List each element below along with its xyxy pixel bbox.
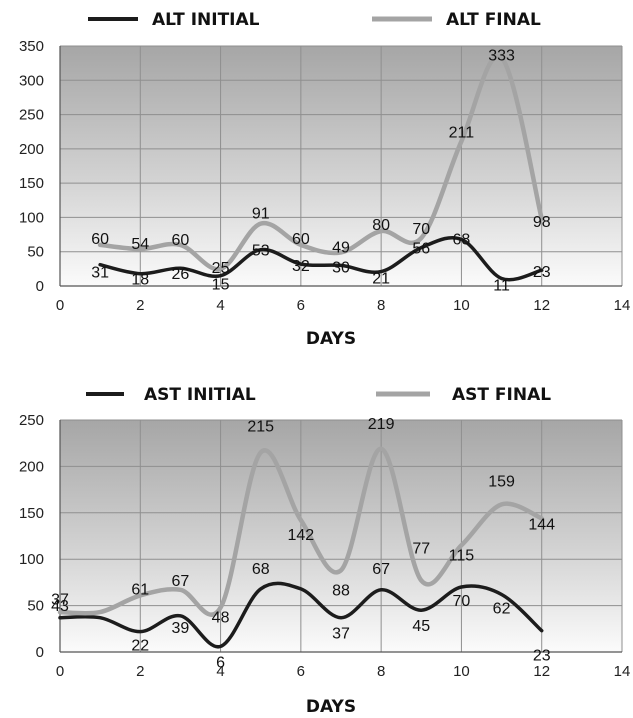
series-line-alt-initial — [98, 235, 544, 282]
x-axis-title: DAYS — [306, 329, 356, 349]
data-label: 98 — [533, 214, 551, 231]
y-tick-label: 200 — [19, 141, 44, 158]
data-label: 32 — [292, 258, 310, 275]
data-label: 43 — [51, 598, 69, 615]
data-label: 80 — [372, 217, 390, 234]
data-label: 54 — [131, 236, 149, 253]
x-axis-title: DAYS — [306, 697, 356, 717]
x-tick-label: 12 — [533, 297, 550, 314]
y-tick-label: 250 — [19, 107, 44, 124]
data-label: 48 — [212, 609, 230, 626]
x-tick-label: 0 — [56, 663, 64, 680]
data-label: 37 — [332, 626, 350, 643]
data-label: 60 — [172, 232, 190, 249]
data-label: 88 — [332, 582, 350, 599]
data-label: 70 — [412, 221, 430, 238]
x-tick-label: 0 — [56, 297, 64, 314]
x-tick-label: 2 — [136, 297, 144, 314]
x-tick-label: 8 — [377, 663, 385, 680]
data-label: 39 — [172, 620, 190, 637]
x-tick-label: 2 — [136, 663, 144, 680]
y-tick-label: 150 — [19, 505, 44, 522]
data-label: 67 — [372, 561, 390, 578]
data-label: 61 — [131, 581, 149, 598]
legend-label: AST INITIAL — [144, 385, 256, 405]
data-label: 211 — [449, 124, 475, 141]
x-tick-label: 14 — [614, 663, 631, 680]
y-tick-label: 0 — [36, 278, 44, 295]
series-line-ast-initial — [58, 581, 544, 649]
data-label: 159 — [488, 473, 515, 490]
y-tick-label: 150 — [19, 175, 44, 192]
x-tick-label: 4 — [216, 297, 224, 314]
data-label: 68 — [453, 231, 471, 248]
y-tick-label: 250 — [19, 412, 44, 429]
data-label: 30 — [332, 259, 350, 276]
y-tick-label: 50 — [27, 598, 44, 615]
y-tick-label: 300 — [19, 72, 44, 89]
data-label: 60 — [292, 231, 310, 248]
y-tick-label: 0 — [36, 644, 44, 661]
y-tick-label: 100 — [19, 551, 44, 568]
series-line-ast-final — [57, 446, 544, 617]
y-tick-label: 50 — [27, 244, 44, 261]
data-label: 144 — [528, 516, 555, 533]
legend-label: ALT INITIAL — [152, 10, 260, 30]
y-tick-label: 100 — [19, 209, 44, 226]
data-label: 56 — [412, 241, 430, 258]
data-label: 23 — [533, 648, 551, 665]
x-tick-label: 6 — [297, 663, 305, 680]
data-label: 219 — [368, 416, 395, 433]
data-label: 21 — [372, 271, 390, 288]
data-label: 62 — [493, 600, 511, 617]
data-label: 333 — [488, 48, 515, 65]
series-line-alt-final — [97, 53, 544, 272]
data-label: 22 — [131, 638, 149, 655]
data-label: 18 — [131, 272, 149, 289]
x-tick-label: 12 — [533, 663, 550, 680]
data-label: 25 — [212, 260, 230, 277]
y-tick-label: 350 — [19, 38, 44, 55]
data-label: 91 — [252, 206, 270, 223]
x-tick-label: 4 — [216, 663, 224, 680]
data-label: 215 — [247, 418, 274, 435]
data-label: 68 — [252, 561, 270, 578]
x-tick-label: 14 — [614, 297, 631, 314]
x-tick-label: 8 — [377, 297, 385, 314]
data-label: 49 — [332, 239, 350, 256]
y-tick-label: 200 — [19, 458, 44, 475]
data-label: 6 — [216, 654, 225, 671]
data-label: 77 — [412, 541, 430, 558]
data-label: 60 — [91, 231, 109, 248]
data-label: 15 — [212, 277, 230, 294]
data-label: 142 — [288, 527, 315, 544]
plot-area — [60, 420, 622, 652]
legend-label: ALT FINAL — [446, 10, 541, 30]
data-label: 11 — [493, 277, 510, 294]
data-label: 70 — [453, 593, 471, 610]
x-tick-label: 10 — [453, 663, 470, 680]
legend-label: AST FINAL — [452, 385, 551, 405]
data-label: 45 — [412, 618, 430, 635]
data-label: 26 — [172, 266, 190, 283]
data-label: 37 — [51, 592, 69, 609]
data-label: 23 — [533, 264, 551, 281]
data-label: 31 — [91, 265, 109, 282]
x-tick-label: 6 — [297, 297, 305, 314]
x-tick-label: 10 — [453, 297, 470, 314]
data-label: 115 — [449, 547, 475, 564]
data-label: 53 — [252, 243, 270, 260]
data-label: 67 — [172, 573, 190, 590]
